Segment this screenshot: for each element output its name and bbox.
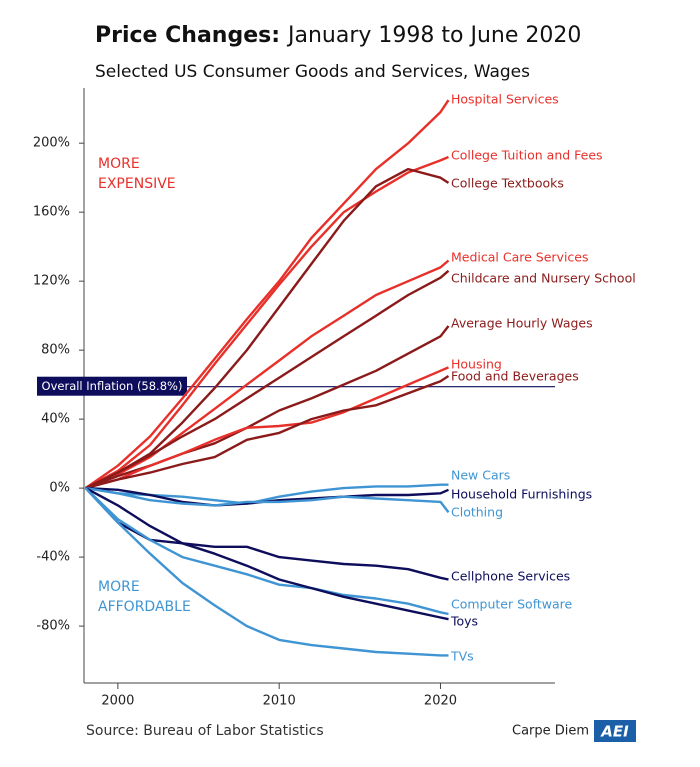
series-line — [84, 99, 450, 490]
title-rest: January 1998 to June 2020 — [286, 23, 581, 48]
series-line — [84, 487, 449, 616]
series-line — [85, 167, 450, 490]
series-label: New Cars — [451, 468, 510, 483]
logo-box — [594, 720, 636, 742]
series-line — [85, 366, 449, 490]
series-label: College Tuition and Fees — [451, 148, 603, 163]
series-label: Cellphone Services — [451, 569, 570, 584]
series-label: Childcare and Nursery School — [451, 271, 636, 286]
y-tick-label: 80% — [41, 343, 70, 358]
title-lead: Price Changes: — [95, 23, 280, 48]
logo: AEI — [600, 723, 629, 741]
series-line — [85, 486, 449, 507]
series-label: College Textbooks — [451, 176, 564, 191]
series-label: Computer Software — [451, 597, 573, 612]
series-label: Food and Beverages — [451, 369, 579, 384]
annotation: EXPENSIVE — [98, 176, 176, 192]
x-tick-label: 2020 — [424, 694, 457, 709]
annotation: MORE — [98, 579, 140, 595]
y-tick-label: 160% — [33, 205, 70, 220]
x-tick-label: 2000 — [101, 694, 134, 709]
series-label: TVs — [450, 649, 474, 664]
y-tick-label: 200% — [33, 136, 70, 151]
series-line — [85, 269, 450, 490]
brand: Carpe Diem — [512, 724, 589, 739]
series-line — [85, 259, 450, 490]
inflation-label: Overall Inflation (58.8%) — [42, 379, 183, 393]
y-tick-label: 0% — [49, 481, 70, 496]
y-tick-label: -40% — [36, 550, 70, 565]
series-line — [85, 486, 450, 514]
series-label: Hospital Services — [451, 92, 559, 107]
source: Source: Bureau of Labor Statistics — [86, 723, 324, 739]
annotation: MORE — [98, 156, 140, 172]
series-label: Housing — [451, 357, 502, 372]
series-label: Average Hourly Wages — [451, 316, 593, 331]
series-line — [85, 374, 450, 490]
series-line — [85, 487, 449, 621]
annotation: AFFORDABLE — [98, 599, 191, 615]
inflation-label-box — [37, 376, 187, 396]
y-tick-label: 40% — [41, 412, 70, 427]
series-line — [85, 155, 449, 490]
series-label: Toys — [450, 614, 478, 629]
series-label: Clothing — [451, 505, 503, 520]
series-label: Medical Care Services — [451, 250, 589, 265]
series-line — [84, 487, 449, 657]
x-tick-label: 2010 — [263, 694, 296, 709]
chart-subtitle: Selected US Consumer Goods and Services,… — [95, 62, 530, 82]
y-tick-label: -80% — [36, 619, 70, 634]
series-label: Household Furnishings — [451, 487, 592, 502]
chart-title: Price Changes: January 1998 to June 2020 — [95, 23, 581, 48]
y-tick-label: 120% — [33, 274, 70, 289]
